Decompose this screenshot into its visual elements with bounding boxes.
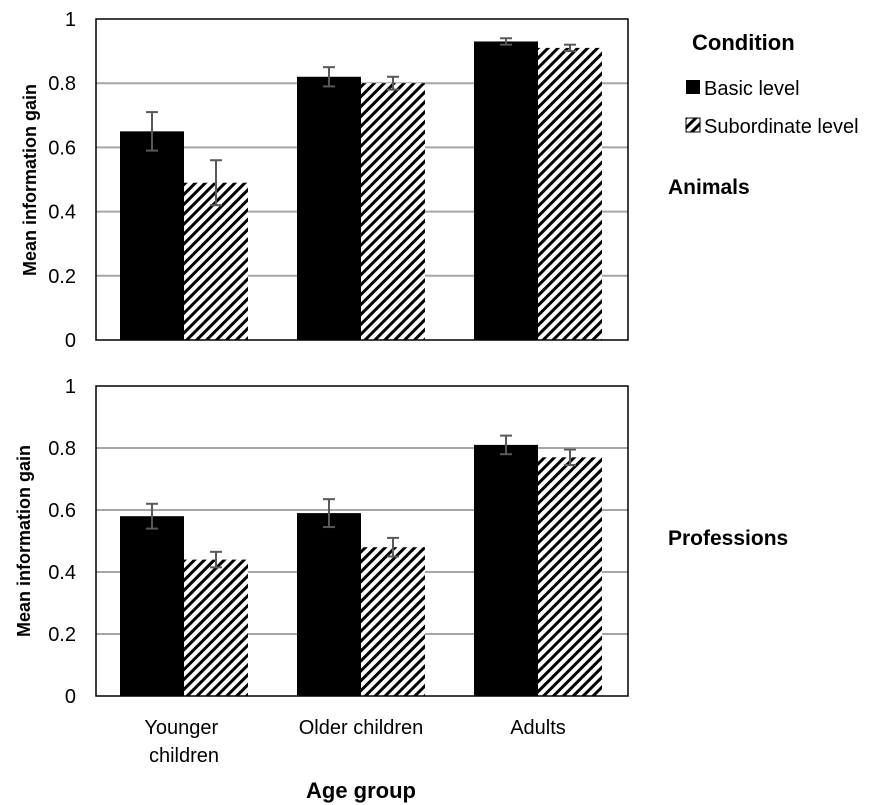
- x-axis-label: Age group: [306, 778, 416, 803]
- bar-subordinate-animals-0: [184, 182, 248, 340]
- category-label-adults: Adults: [510, 717, 566, 739]
- plot-frame: [95, 385, 629, 697]
- bar-subordinate-professions-0: [184, 559, 248, 696]
- y-tick-label: 0.2: [48, 266, 76, 288]
- panel-label-animals: Animals: [668, 176, 750, 199]
- y-tick-label: 0: [65, 686, 76, 708]
- category-labels: Younger children Older children Adults: [144, 717, 565, 767]
- bar-basic-professions-2: [474, 444, 538, 696]
- legend-swatch-basic: [686, 80, 700, 94]
- bar-basic-professions-1: [297, 513, 361, 696]
- bar-subordinate-professions-2: [538, 457, 602, 696]
- legend: Condition Basic level Subordinate level: [685, 30, 859, 138]
- y-tick-label: 0: [65, 330, 76, 352]
- y-tick-label: 1: [65, 9, 76, 31]
- legend-label-subordinate: Subordinate level: [704, 116, 859, 138]
- y-tick-label: 0.6: [48, 137, 76, 159]
- bar-subordinate-animals-2: [538, 47, 602, 340]
- panel-label-professions: Professions: [668, 527, 788, 550]
- bar-subordinate-animals-1: [361, 83, 425, 340]
- bar-subordinate-professions-1: [361, 547, 425, 696]
- legend-label-basic: Basic level: [704, 78, 800, 100]
- category-label-younger-line2: children: [149, 745, 219, 767]
- y-tick-label: 0.2: [48, 624, 76, 646]
- bar-basic-animals-2: [474, 41, 538, 340]
- chart-panel-professions: 0 0.2 0.4 0.6 0.8 1: [48, 376, 629, 708]
- chart-panel-animals: 0 0.2 0.4 0.6 0.8 1: [48, 9, 629, 352]
- y-tick-label: 0.4: [48, 202, 76, 224]
- plot-frame: [95, 18, 629, 341]
- y-tick-label: 0.6: [48, 500, 76, 522]
- bar-basic-professions-0: [120, 516, 184, 696]
- category-label-younger-line1: Younger: [144, 717, 218, 739]
- legend-title: Condition: [692, 30, 795, 55]
- y-axis-label-bottom: Mean information gain: [14, 445, 34, 637]
- y-tick-label: 1: [65, 376, 76, 398]
- y-axis-label-top: Mean information gain: [20, 84, 40, 276]
- y-tick-label: 0.8: [48, 438, 76, 460]
- category-label-older: Older children: [299, 717, 424, 739]
- bar-basic-animals-0: [120, 131, 184, 340]
- y-tick-label: 0.4: [48, 562, 76, 584]
- y-tick-label: 0.8: [48, 73, 76, 95]
- bar-basic-animals-1: [297, 76, 361, 340]
- legend-swatch-subordinate: [685, 117, 701, 133]
- category-label-younger: Younger children: [144, 717, 223, 767]
